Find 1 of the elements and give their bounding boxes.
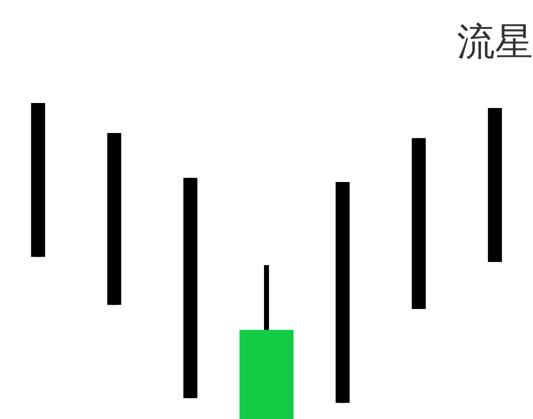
chart-title: 流星 — [457, 20, 533, 64]
